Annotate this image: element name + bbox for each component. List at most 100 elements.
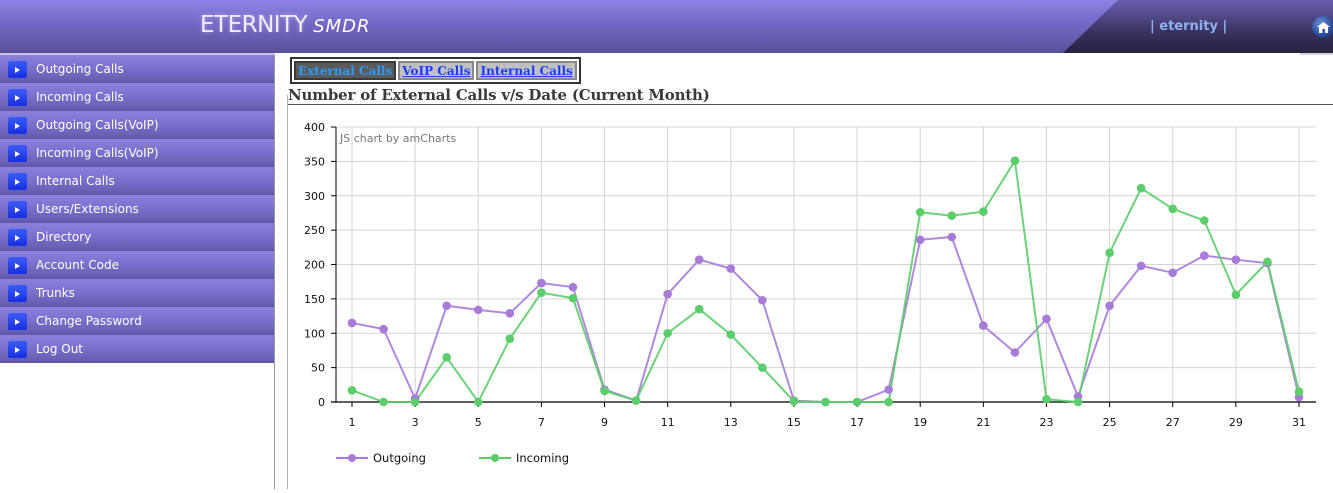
tab-internal-calls[interactable]: Internal Calls [476, 61, 577, 80]
data-point[interactable] [1105, 248, 1114, 258]
product-name: SMDR [313, 16, 371, 37]
data-point[interactable] [884, 385, 893, 394]
data-point[interactable] [537, 288, 546, 297]
data-point[interactable] [979, 321, 988, 330]
data-point[interactable] [789, 397, 799, 406]
data-point[interactable] [1136, 261, 1146, 271]
data-point[interactable] [568, 282, 578, 292]
data-point[interactable] [979, 207, 988, 216]
chart-series [347, 156, 1304, 407]
sidebar-item-label: Incoming Calls(VoIP) [36, 146, 159, 160]
sidebar-item-incoming-calls-voip[interactable]: Incoming Calls(VoIP) [0, 139, 274, 167]
data-point[interactable] [600, 386, 609, 396]
sidebar-item-outgoing-calls[interactable]: Outgoing Calls [0, 55, 274, 83]
data-point[interactable] [1294, 387, 1304, 396]
data-point[interactable] [852, 397, 862, 407]
header-divider [1300, 53, 1333, 55]
x-tick-label: 21 [976, 416, 990, 429]
title-divider [288, 104, 1333, 105]
x-tick-label: 1 [349, 416, 356, 429]
data-point[interactable] [473, 305, 483, 315]
y-tick-label: 200 [304, 259, 325, 272]
data-point[interactable] [758, 295, 767, 305]
data-point[interactable] [1105, 301, 1114, 311]
data-point[interactable] [1136, 183, 1146, 193]
y-axis: 0 50 100 150 200 250 300 350 400 [304, 121, 337, 409]
data-point[interactable] [1168, 268, 1178, 278]
user-link[interactable]: | eternity | [1150, 19, 1228, 34]
data-point[interactable] [1042, 394, 1051, 404]
legend-item-outgoing[interactable]: Outgoing [336, 451, 426, 465]
sidebar-item-change-password[interactable]: Change Password [0, 307, 274, 335]
data-point[interactable] [347, 318, 357, 328]
sidebar-item-log-out[interactable]: Log Out [0, 335, 274, 363]
sidebar-item-trunks[interactable]: Trunks [0, 279, 274, 307]
data-point[interactable] [947, 211, 957, 220]
data-point[interactable] [442, 301, 451, 311]
data-point[interactable] [947, 232, 957, 242]
data-point[interactable] [1010, 348, 1020, 357]
x-tick-label: 15 [787, 416, 801, 429]
line-chart: 0 50 100 150 200 250 300 350 400 1 3 5 7 9 11 13 15 17 19… [288, 110, 1333, 489]
data-point[interactable] [505, 334, 515, 344]
sidebar-item-internal-calls[interactable]: Internal Calls [0, 167, 274, 195]
data-point[interactable] [663, 289, 672, 299]
sidebar-item-users-extensions[interactable]: Users/Extensions [0, 195, 274, 223]
data-point[interactable] [379, 324, 388, 334]
data-point[interactable] [537, 278, 546, 288]
data-point[interactable] [505, 309, 515, 318]
chart-legend[interactable]: Outgoing Incoming [336, 451, 569, 465]
data-point[interactable] [726, 264, 736, 273]
data-point[interactable] [915, 207, 925, 217]
data-point[interactable] [1168, 204, 1178, 214]
data-point[interactable] [473, 397, 483, 407]
sidebar: Outgoing Calls Incoming Calls Outgoing C… [0, 55, 275, 489]
arrow-right-icon [8, 145, 27, 162]
sidebar-item-incoming-calls[interactable]: Incoming Calls [0, 83, 274, 111]
x-tick-label: 11 [661, 416, 675, 429]
sidebar-item-account-code[interactable]: Account Code [0, 251, 274, 279]
data-point[interactable] [1231, 290, 1241, 300]
data-point[interactable] [1200, 216, 1209, 225]
data-point[interactable] [663, 328, 672, 338]
svg-text:Incoming: Incoming [516, 451, 569, 465]
arrow-right-icon [8, 341, 27, 358]
data-point[interactable] [442, 353, 451, 362]
data-point[interactable] [1263, 257, 1272, 267]
data-point[interactable] [1200, 251, 1209, 260]
data-point[interactable] [821, 397, 830, 407]
tab-external-calls[interactable]: External Calls [294, 61, 397, 80]
data-point[interactable] [631, 396, 641, 405]
data-point[interactable] [758, 363, 767, 372]
data-point[interactable] [726, 330, 736, 339]
data-point[interactable] [568, 293, 578, 303]
data-point[interactable] [884, 397, 893, 407]
sidebar-item-label: Log Out [36, 342, 84, 356]
chart-credit: JS chart by amCharts [339, 132, 456, 145]
x-tick-label: 23 [1039, 416, 1053, 429]
data-point[interactable] [379, 397, 388, 407]
sidebar-item-label: Outgoing Calls(VoIP) [36, 118, 159, 132]
arrow-right-icon [8, 117, 27, 134]
home-button[interactable] [1312, 16, 1333, 38]
data-point[interactable] [1042, 314, 1051, 324]
arrow-right-icon [8, 229, 27, 246]
sidebar-item-label: Users/Extensions [36, 202, 139, 216]
sidebar-item-directory[interactable]: Directory [0, 223, 274, 251]
data-point[interactable] [1231, 255, 1241, 264]
data-point[interactable] [1073, 397, 1083, 407]
series-line-incoming [351, 157, 1300, 404]
data-point[interactable] [1010, 156, 1020, 165]
x-tick-label: 3 [412, 416, 419, 429]
data-point[interactable] [915, 235, 925, 245]
tab-voip-calls[interactable]: VoIP Calls [398, 61, 475, 80]
data-point[interactable] [694, 304, 704, 314]
legend-item-incoming[interactable]: Incoming [479, 451, 569, 465]
data-point[interactable] [410, 397, 420, 407]
data-point[interactable] [347, 386, 357, 395]
x-tick-label: 13 [724, 416, 738, 429]
data-point[interactable] [694, 255, 704, 264]
sidebar-item-outgoing-calls-voip[interactable]: Outgoing Calls(VoIP) [0, 111, 274, 139]
sidebar-item-label: Incoming Calls [36, 90, 124, 104]
